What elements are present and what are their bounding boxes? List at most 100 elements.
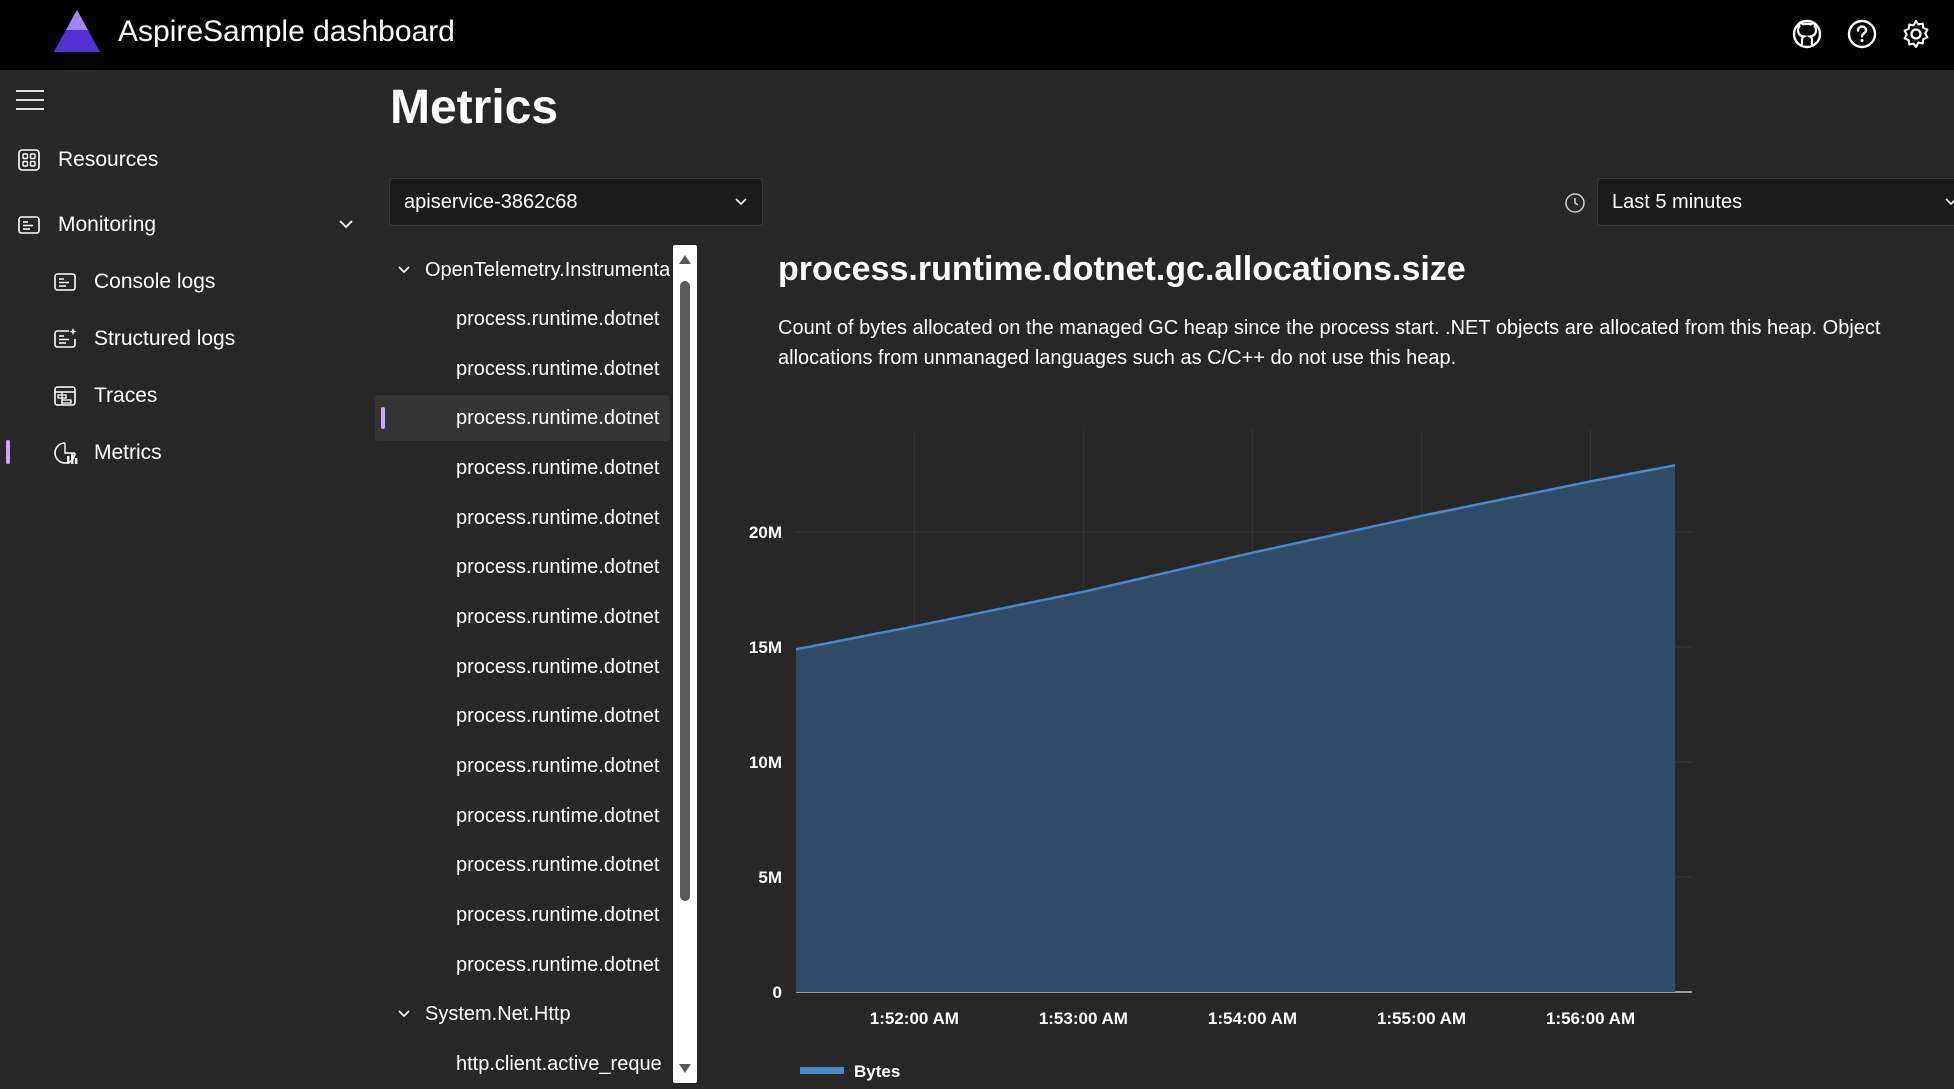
- y-tick-label: 5M: [758, 868, 782, 887]
- tree-item[interactable]: process.runtime.dotnet: [375, 793, 670, 839]
- chart-line-bytes: [795, 464, 1676, 651]
- tree-item[interactable]: process.runtime.dotnet: [375, 644, 670, 690]
- github-icon[interactable]: [1790, 17, 1824, 51]
- x-tick-label: 1:53:00 AM: [1039, 1009, 1128, 1028]
- console-logs-icon: [52, 269, 78, 295]
- sidebar-item-structured-logs[interactable]: Structured logs: [52, 319, 235, 359]
- y-tick-label: 0: [773, 983, 782, 1002]
- chevron-down-icon: [398, 266, 410, 274]
- sidebar-item-label: Console logs: [94, 270, 216, 293]
- tree-item-label: process.runtime.dotnet: [456, 804, 660, 827]
- x-axis: 1:52:00 AM 1:53:00 AM 1:54:00 AM 1:55:00 AM…: [870, 1009, 1635, 1028]
- chevron-down-icon: [1945, 198, 1954, 206]
- chevron-down-icon: [398, 1010, 410, 1018]
- page-title: Metrics: [390, 81, 559, 134]
- chart-area-layer: [795, 464, 1676, 992]
- chart-legend[interactable]: Bytes: [800, 1062, 900, 1081]
- settings-icon[interactable]: [1899, 17, 1933, 51]
- legend-label-bytes: Bytes: [854, 1062, 900, 1081]
- tree-group-label: System.Net.Http: [425, 1002, 571, 1025]
- metrics-icon: [52, 440, 78, 466]
- x-tick-label: 1:54:00 AM: [1208, 1009, 1297, 1028]
- y-tick-label: 20M: [749, 523, 782, 542]
- tree-scrollbar[interactable]: [673, 245, 697, 1083]
- chevron-down-icon: [735, 198, 747, 206]
- tree-item[interactable]: process.runtime.dotnet: [375, 495, 670, 541]
- y-axis: 0 5M 10M 15M 20M: [749, 523, 782, 1002]
- sidebar-item-label: Resources: [58, 148, 159, 171]
- chevron-down-icon[interactable]: [336, 214, 356, 234]
- tree-item-label: process.runtime.dotnet: [456, 555, 660, 578]
- metrics-tree: OpenTelemetry.Instrumentation.Runtime pr…: [375, 245, 675, 1085]
- scroll-down-arrow-icon[interactable]: [679, 1064, 691, 1073]
- clock-icon: [1565, 193, 1585, 213]
- sidebar: [0, 70, 375, 1089]
- sidebar-item-console-logs[interactable]: Console logs: [52, 262, 215, 302]
- tree-item-selected[interactable]: process.runtime.dotnet: [375, 395, 670, 441]
- active-nav-indicator: [6, 440, 10, 464]
- hamburger-menu-icon[interactable]: [16, 90, 44, 112]
- tree-item[interactable]: process.runtime.dotnet: [375, 693, 670, 739]
- x-tick-label: 1:52:00 AM: [870, 1009, 959, 1028]
- sidebar-item-label: Metrics: [94, 441, 162, 464]
- sidebar-item-label: Monitoring: [58, 213, 157, 236]
- tree-item-label: process.runtime.dotnet: [456, 456, 660, 479]
- tree-group-system-net-http[interactable]: System.Net.Http: [375, 991, 670, 1037]
- sidebar-item-label: Traces: [94, 384, 158, 407]
- scrollbar-thumb[interactable]: [680, 281, 690, 901]
- tree-item[interactable]: process.runtime.dotnet: [375, 296, 670, 342]
- structured-logs-icon: [52, 326, 78, 352]
- tree-item-label: process.runtime.dotnet: [456, 307, 660, 330]
- tree-item-label: process.runtime.dotnet: [456, 406, 660, 429]
- help-icon[interactable]: [1845, 17, 1879, 51]
- legend-swatch-bytes: [800, 1067, 844, 1074]
- selection-indicator: [381, 407, 385, 429]
- tree-group-label: OpenTelemetry.Instrumentation.Runtime: [425, 258, 670, 281]
- time-range-select[interactable]: Last 5 minutes: [1597, 178, 1954, 226]
- x-tick-label: 1:56:00 AM: [1546, 1009, 1635, 1028]
- tree-item-label: process.runtime.dotnet: [456, 655, 660, 678]
- tree-item[interactable]: process.runtime.dotnet: [375, 594, 670, 640]
- resource-select[interactable]: apiservice-3862c68: [389, 178, 763, 226]
- resources-icon: [16, 147, 42, 173]
- tree-item-label: process.runtime.dotnet: [456, 853, 660, 876]
- time-range-select-value: Last 5 minutes: [1612, 190, 1743, 213]
- tree-item-label: process.runtime.dotnet: [456, 953, 660, 976]
- tree-item-label: process.runtime.dotnet: [456, 506, 660, 529]
- tree-item[interactable]: process.runtime.dotnet: [375, 892, 670, 938]
- resource-select-value: apiservice-3862c68: [404, 190, 578, 213]
- sidebar-item-traces[interactable]: Traces: [52, 376, 157, 416]
- chart-area-bytes: [796, 465, 1676, 992]
- tree-item[interactable]: process.runtime.dotnet: [375, 445, 670, 491]
- top-header: AspireSample dashboard: [0, 0, 1954, 70]
- metric-description: Count of bytes allocated on the managed …: [778, 317, 1881, 369]
- scroll-up-arrow-icon[interactable]: [679, 255, 691, 264]
- sidebar-item-metrics[interactable]: Metrics: [52, 433, 162, 473]
- tree-item-label: process.runtime.dotnet: [456, 903, 660, 926]
- sidebar-item-label: Structured logs: [94, 327, 236, 350]
- tree-item[interactable]: process.runtime.dotnet: [375, 942, 670, 988]
- tree-item[interactable]: http.client.active_reque: [375, 1041, 670, 1085]
- traces-icon: [52, 383, 78, 409]
- tree-item[interactable]: process.runtime.dotnet: [375, 544, 670, 590]
- tree-group-opentelemetry[interactable]: OpenTelemetry.Instrumentation.Runtime: [375, 247, 670, 293]
- tree-item[interactable]: process.runtime.dotnet: [375, 743, 670, 789]
- app-title[interactable]: AspireSample dashboard: [118, 15, 455, 48]
- tree-item-label: process.runtime.dotnet: [456, 605, 660, 628]
- aspire-logo-icon[interactable]: [52, 8, 102, 54]
- tree-item-label: http.client.active_reque: [456, 1052, 662, 1075]
- x-tick-label: 1:55:00 AM: [1377, 1009, 1466, 1028]
- sidebar-item-resources[interactable]: Resources: [16, 140, 158, 180]
- metric-chart[interactable]: 0 5M 10M 15M 20M 1:52:00 AM 1:53:00 AM 1:54:00…: [720, 410, 1720, 1089]
- metric-title: process.runtime.dotnet.gc.allocations.si…: [778, 250, 1466, 288]
- monitoring-icon: [16, 212, 42, 238]
- sidebar-item-monitoring[interactable]: Monitoring: [16, 205, 156, 245]
- y-tick-label: 10M: [749, 753, 782, 772]
- tree-item-label: process.runtime.dotnet: [456, 754, 660, 777]
- tree-item-label: process.runtime.dotnet: [456, 357, 660, 380]
- y-tick-label: 15M: [749, 638, 782, 657]
- tree-item[interactable]: process.runtime.dotnet: [375, 842, 670, 888]
- tree-item-label: process.runtime.dotnet: [456, 704, 660, 727]
- tree-item[interactable]: process.runtime.dotnet: [375, 346, 670, 392]
